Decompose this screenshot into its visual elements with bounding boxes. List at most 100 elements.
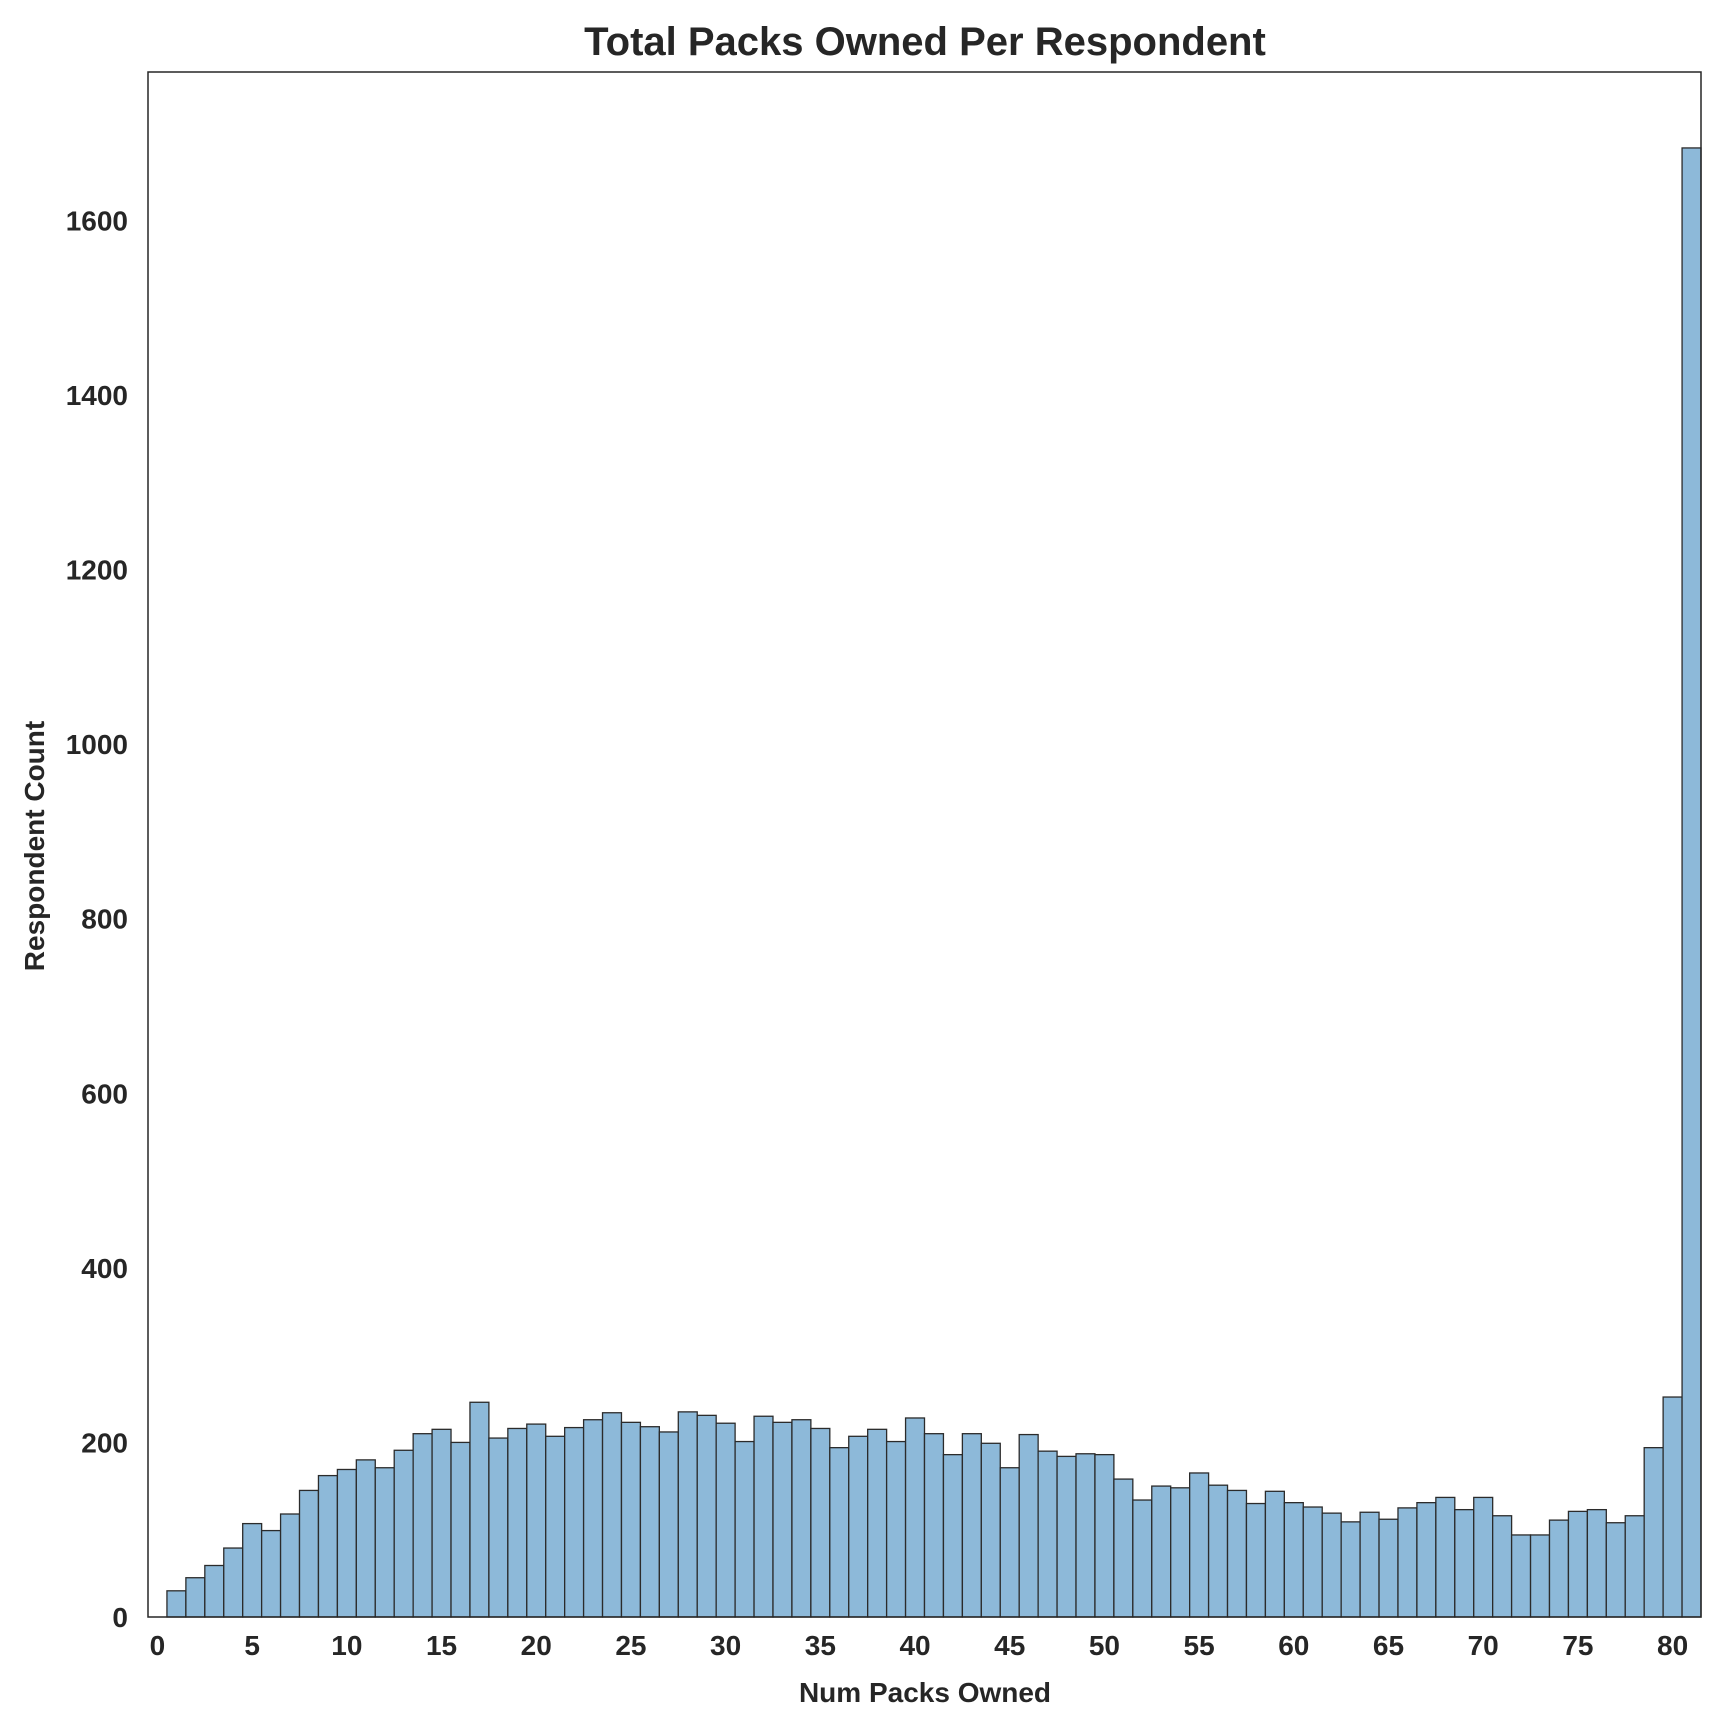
bar-49: [1075, 1453, 1096, 1618]
bar-76: [1586, 1508, 1607, 1618]
bar-39: [885, 1440, 907, 1618]
x-tick-label: 45: [994, 1630, 1025, 1661]
bar-35: [810, 1427, 831, 1618]
x-tick-label: 55: [1184, 1630, 1215, 1661]
bar-8: [298, 1489, 320, 1618]
bar-64: [1359, 1511, 1380, 1618]
bar-27: [658, 1431, 679, 1618]
bar-45: [999, 1467, 1020, 1618]
bar-81: [1681, 147, 1702, 1618]
bar-37: [848, 1435, 869, 1618]
y-axis-label: Respondent Count: [19, 721, 50, 971]
bar-77: [1605, 1522, 1626, 1618]
bar-15: [431, 1428, 452, 1618]
y-tick-label: 1000: [66, 729, 128, 760]
bar-41: [923, 1433, 945, 1618]
bar-42: [942, 1453, 964, 1618]
bar-67: [1416, 1502, 1437, 1618]
bar-56: [1207, 1484, 1229, 1618]
bar-4: [223, 1547, 244, 1618]
bar-52: [1132, 1499, 1153, 1618]
bar-25: [620, 1421, 642, 1618]
bar-55: [1189, 1472, 1210, 1618]
bar-29: [696, 1414, 717, 1618]
plot-frame: [147, 71, 1702, 1618]
bar-1: [166, 1590, 187, 1618]
bar-21: [545, 1435, 566, 1618]
bars-group: [166, 147, 1702, 1618]
x-tick-label: 20: [521, 1630, 552, 1661]
bar-5: [242, 1522, 263, 1618]
y-tick-label: 1600: [66, 205, 128, 236]
x-tick-label: 60: [1278, 1630, 1309, 1661]
bar-23: [582, 1419, 604, 1618]
bar-69: [1454, 1508, 1475, 1618]
bar-65: [1378, 1518, 1399, 1618]
y-tick-label: 800: [81, 904, 128, 935]
bar-17: [469, 1401, 490, 1618]
x-tick-label: 50: [1089, 1630, 1120, 1661]
bar-40: [904, 1417, 926, 1618]
y-axis-ticks: 0 200 400 600 800 1000 1200 1400 1600: [66, 205, 128, 1633]
x-tick-label: 70: [1468, 1630, 1499, 1661]
x-tick-label: 65: [1373, 1630, 1404, 1661]
bar-26: [639, 1426, 660, 1618]
bar-18: [488, 1437, 509, 1618]
bar-58: [1245, 1502, 1267, 1618]
x-tick-label: 30: [710, 1630, 741, 1661]
x-tick-label: 15: [426, 1630, 457, 1661]
bar-2: [185, 1577, 206, 1618]
bar-6: [260, 1529, 282, 1618]
bar-47: [1037, 1450, 1058, 1618]
x-tick-label: 35: [805, 1630, 836, 1661]
bar-46: [1018, 1433, 1039, 1618]
bar-50: [1094, 1453, 1115, 1618]
bar-62: [1321, 1512, 1342, 1618]
bar-51: [1113, 1478, 1134, 1618]
bar-14: [412, 1433, 433, 1618]
bar-68: [1435, 1496, 1456, 1618]
bar-75: [1567, 1510, 1589, 1618]
bar-31: [734, 1440, 755, 1618]
bar-70: [1473, 1496, 1494, 1618]
x-tick-label: 0: [150, 1630, 166, 1661]
y-tick-label: 600: [81, 1078, 128, 1109]
x-axis-label: Num Packs Owned: [799, 1677, 1051, 1708]
bar-73: [1529, 1534, 1551, 1618]
y-tick-label: 1400: [66, 380, 128, 411]
bar-7: [279, 1513, 301, 1618]
bar-79: [1643, 1447, 1664, 1618]
bar-80: [1662, 1396, 1683, 1618]
y-tick-label: 0: [112, 1602, 128, 1633]
bar-22: [564, 1426, 585, 1618]
bar-66: [1397, 1507, 1418, 1618]
bar-3: [204, 1564, 225, 1618]
x-tick-label: 10: [331, 1630, 362, 1661]
bar-12: [374, 1467, 395, 1618]
x-tick-label: 80: [1657, 1630, 1688, 1661]
bar-44: [980, 1442, 1001, 1618]
bar-48: [1056, 1455, 1077, 1618]
y-tick-label: 1200: [66, 555, 128, 586]
x-tick-label: 75: [1562, 1630, 1593, 1661]
bar-74: [1548, 1519, 1570, 1618]
bar-43: [961, 1433, 982, 1618]
bar-24: [601, 1412, 623, 1618]
bar-28: [677, 1411, 698, 1618]
y-tick-label: 200: [81, 1427, 128, 1458]
bar-20: [526, 1423, 547, 1618]
bar-30: [715, 1422, 736, 1618]
bar-53: [1151, 1485, 1172, 1618]
bar-19: [507, 1427, 528, 1618]
bar-16: [450, 1441, 471, 1618]
bar-59: [1264, 1490, 1285, 1618]
bar-57: [1226, 1489, 1248, 1618]
bar-13: [393, 1449, 414, 1618]
bar-38: [867, 1428, 888, 1618]
bar-11: [355, 1459, 376, 1618]
y-tick-label: 400: [81, 1253, 128, 1284]
bar-60: [1283, 1502, 1304, 1618]
bar-33: [772, 1421, 793, 1618]
bar-54: [1170, 1487, 1191, 1618]
